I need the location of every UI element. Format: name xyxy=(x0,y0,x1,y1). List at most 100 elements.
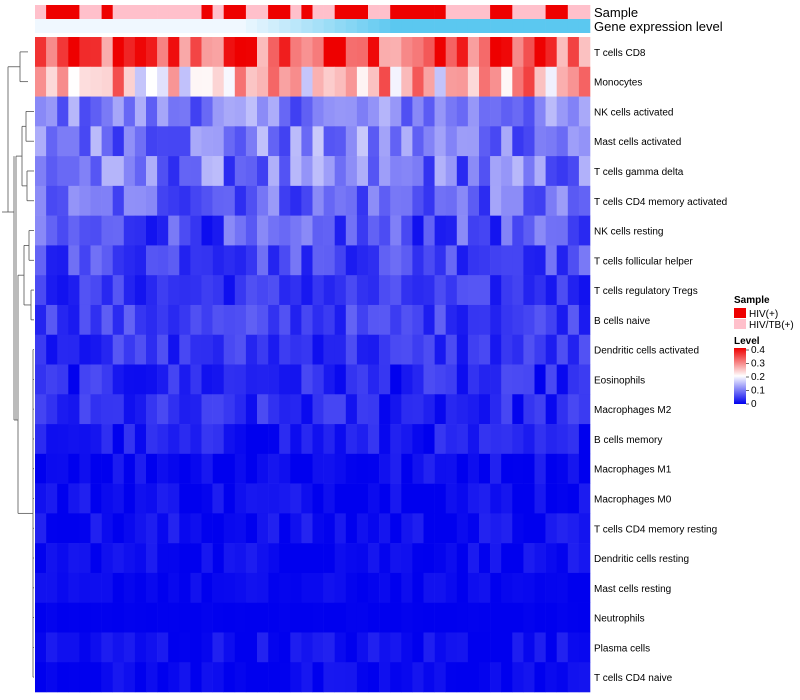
sample-annotation-track xyxy=(35,5,591,19)
heatmap-cell xyxy=(290,185,302,216)
heatmap-cell xyxy=(279,126,291,157)
heatmap-cell xyxy=(345,126,358,157)
heatmap-cell xyxy=(101,453,113,484)
heatmap-cell xyxy=(567,453,580,484)
heatmap-cell xyxy=(90,572,102,603)
heatmap-cell xyxy=(412,215,424,246)
heatmap-cell xyxy=(401,245,413,276)
heatmap-cell xyxy=(356,66,369,97)
heatmap-cell xyxy=(312,96,324,127)
heatmap-cell xyxy=(101,126,113,157)
heatmap-cell xyxy=(412,662,424,693)
heatmap-cell xyxy=(79,662,91,693)
heatmap-cell xyxy=(123,126,136,157)
heatmap-cell xyxy=(223,96,236,127)
gene-track-cell xyxy=(467,19,480,33)
heatmap-cell xyxy=(79,334,91,365)
heatmap-cell xyxy=(234,453,247,484)
heatmap-cell xyxy=(123,453,136,484)
heatmap-cell xyxy=(412,483,424,514)
sample-track-cell xyxy=(345,5,358,19)
heatmap-cell xyxy=(223,483,236,514)
heatmap-cell xyxy=(290,334,302,365)
heatmap-cell xyxy=(356,364,369,395)
heatmap-cell xyxy=(46,364,58,395)
heatmap-cell xyxy=(356,96,369,127)
heatmap-cell xyxy=(578,364,591,395)
heatmap-cell xyxy=(434,453,446,484)
sample-track-label: Sample xyxy=(594,5,638,20)
heatmap-cell xyxy=(179,453,191,484)
heatmap-cell xyxy=(157,334,169,365)
heatmap-cell xyxy=(79,275,91,306)
heatmap-cell xyxy=(423,215,435,246)
heatmap-cell xyxy=(567,126,580,157)
heatmap-cell xyxy=(467,602,480,633)
heatmap-cell xyxy=(578,245,591,276)
heatmap-cell xyxy=(268,66,280,97)
heatmap-cell xyxy=(301,394,313,425)
heatmap-cell xyxy=(456,185,469,216)
heatmap-cell xyxy=(157,364,169,395)
heatmap-cell xyxy=(57,37,69,68)
heatmap-cell xyxy=(490,334,502,365)
heatmap-cell xyxy=(268,334,280,365)
gene-track-label: Gene expression level xyxy=(594,19,723,34)
heatmap-cell xyxy=(556,453,569,484)
sample-track-cell xyxy=(567,5,580,19)
heatmap-cell xyxy=(245,513,258,544)
heatmap-cell xyxy=(201,483,213,514)
heatmap-cell xyxy=(401,543,413,574)
heatmap-cell xyxy=(301,602,313,633)
heatmap-cell xyxy=(179,632,191,663)
heatmap-cell xyxy=(334,424,347,455)
heatmap-cell xyxy=(379,662,391,693)
heatmap-cell xyxy=(212,543,224,574)
gene-track-cell xyxy=(312,19,324,33)
heatmap-cell xyxy=(379,453,391,484)
heatmap-cell xyxy=(223,394,236,425)
heatmap-cell xyxy=(356,126,369,157)
heatmap-cell xyxy=(290,156,302,187)
heatmap-cell xyxy=(268,483,280,514)
heatmap-cell xyxy=(412,96,424,127)
heatmap-cell xyxy=(368,543,380,574)
heatmap-cell xyxy=(290,543,302,574)
row-label: T cells gamma delta xyxy=(594,167,684,178)
heatmap-cell xyxy=(234,275,247,306)
heatmap-cell xyxy=(301,96,313,127)
heatmap-cell xyxy=(534,394,546,425)
heatmap-cell xyxy=(490,602,502,633)
heatmap-cell xyxy=(201,543,213,574)
heatmap-cell xyxy=(379,66,391,97)
heatmap-cell xyxy=(245,543,258,574)
heatmap-cell xyxy=(523,215,535,246)
gene-track-cell xyxy=(234,19,247,33)
heatmap-cell xyxy=(412,424,424,455)
heatmap-cell xyxy=(245,662,258,693)
heatmap-cell xyxy=(545,185,557,216)
heatmap-cell xyxy=(578,572,591,603)
heatmap-cell xyxy=(501,543,513,574)
row-label: B cells memory xyxy=(594,435,662,446)
heatmap-cell xyxy=(323,364,335,395)
heatmap-cell xyxy=(423,96,435,127)
heatmap-cell xyxy=(556,275,569,306)
heatmap-cell xyxy=(157,156,169,187)
heatmap-cell xyxy=(257,156,269,187)
heatmap-cell xyxy=(545,632,557,663)
heatmap-cell xyxy=(578,185,591,216)
heatmap-cell xyxy=(434,632,446,663)
gene-track-cell xyxy=(434,19,446,33)
heatmap-cell xyxy=(356,304,369,336)
heatmap-cell xyxy=(179,662,191,693)
heatmap-cell xyxy=(534,96,546,127)
heatmap-cell xyxy=(556,364,569,395)
heatmap-cell xyxy=(290,245,302,276)
heatmap-cell xyxy=(534,66,546,97)
heatmap-cell xyxy=(257,632,269,663)
heatmap-cell xyxy=(379,602,391,633)
heatmap-cell xyxy=(434,543,446,574)
heatmap-cell xyxy=(134,453,147,484)
heatmap-cell xyxy=(479,126,491,157)
